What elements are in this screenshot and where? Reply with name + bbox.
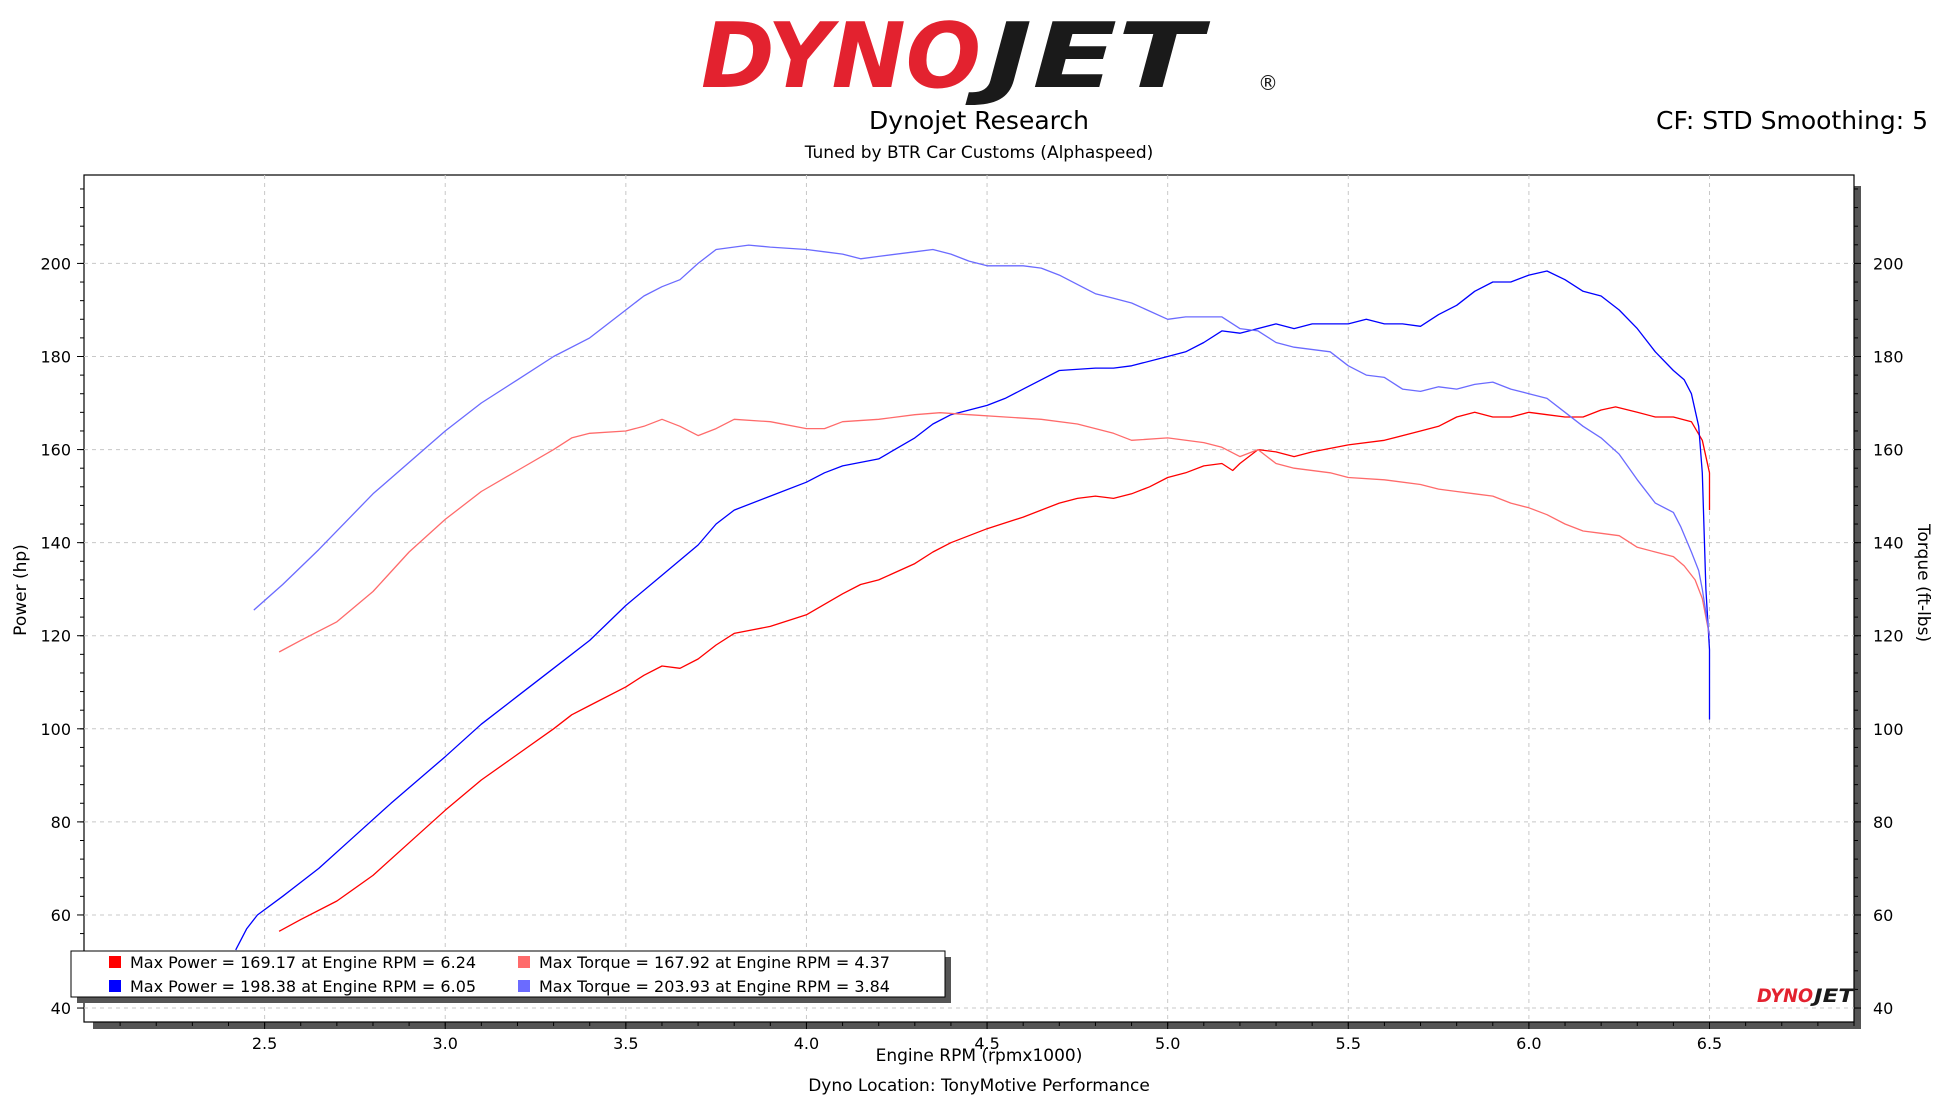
- y-left-tick-label: 60: [51, 906, 71, 925]
- x-tick-label: 5.0: [1155, 1034, 1180, 1053]
- grid: [84, 175, 1854, 1022]
- watermark-logo: DYNO JET: [1757, 985, 1856, 1007]
- frame-shadow-bottom: [93, 1021, 1861, 1029]
- x-tick-label: 4.0: [794, 1034, 819, 1053]
- correction-settings: CF: STD Smoothing: 5: [1656, 106, 1928, 135]
- series-lines: [235, 244, 1711, 951]
- axis-ticks: 2.5 3.0 3.5 4.0 4.5 5.0 5.5 6.0 6.5 40 40 60 60 80 80 1…: [40, 188, 1904, 1053]
- chart-title: Dynojet Research: [869, 106, 1089, 135]
- frame-shadow-right: [1853, 186, 1861, 1029]
- series-blue-torque: [253, 244, 1711, 636]
- y-axis-right-label: Torque (ft-lbs): [1913, 523, 1933, 642]
- legend-swatch-blue: [109, 980, 121, 992]
- y-left-tick-label: 120: [40, 627, 71, 646]
- x-tick-label: 2.5: [252, 1034, 277, 1053]
- chart-subtitle: Tuned by BTR Car Customs (Alphaspeed): [804, 143, 1154, 163]
- series-red-torque: [278, 412, 1711, 653]
- x-tick-label: 5.5: [1336, 1034, 1361, 1053]
- y-right-tick-label: 80: [1873, 813, 1893, 832]
- y-left-tick-label: 160: [40, 441, 71, 460]
- y-right-tick-label: 200: [1873, 254, 1904, 273]
- x-tick-label: 4.5: [974, 1034, 999, 1053]
- y-left-tick-label: 100: [40, 720, 71, 739]
- series-red-power: [278, 406, 1711, 932]
- legend-entry-blue-torque: Max Torque = 203.93 at Engine RPM = 3.84: [539, 977, 890, 996]
- logo-part-dyno: DYNO: [701, 4, 981, 109]
- y-right-tick-label: 180: [1873, 348, 1904, 367]
- registered-mark: ®: [1258, 71, 1278, 95]
- plot-area: [83, 174, 1855, 1023]
- y-right-tick-label: 120: [1873, 627, 1904, 646]
- y-left-tick-label: 80: [51, 813, 71, 832]
- legend-swatch-light-red: [518, 956, 530, 968]
- x-tick-label: 6.0: [1516, 1034, 1541, 1053]
- dynojet-logo: DYNO JET ®: [701, 4, 1278, 109]
- series-blue-power: [235, 270, 1711, 951]
- legend-entry-red-torque: Max Torque = 167.92 at Engine RPM = 4.37: [539, 953, 890, 972]
- y-right-tick-label: 40: [1873, 999, 1893, 1018]
- legend-entry-red-power: Max Power = 169.17 at Engine RPM = 6.24: [130, 953, 476, 972]
- logo-part-jet: JET: [965, 4, 1211, 109]
- y-left-tick-label: 40: [51, 999, 71, 1018]
- y-left-tick-label: 200: [40, 254, 71, 273]
- legend-swatch-light-blue: [518, 980, 530, 992]
- legend: Max Power = 169.17 at Engine RPM = 6.24 …: [70, 950, 951, 1003]
- legend-entry-blue-power: Max Power = 198.38 at Engine RPM = 6.05: [130, 977, 476, 996]
- x-tick-label: 6.5: [1697, 1034, 1722, 1053]
- watermark-part-jet: JET: [1809, 985, 1856, 1007]
- legend-swatch-red: [109, 956, 121, 968]
- x-tick-label: 3.5: [613, 1034, 638, 1053]
- y-right-tick-label: 100: [1873, 720, 1904, 739]
- y-left-tick-label: 180: [40, 348, 71, 367]
- y-left-tick-label: 140: [40, 534, 71, 553]
- x-axis-label: Engine RPM (rpmx1000): [876, 1046, 1083, 1066]
- watermark-part-dyno: DYNO: [1757, 985, 1813, 1007]
- y-right-tick-label: 160: [1873, 441, 1904, 460]
- y-right-tick-label: 60: [1873, 906, 1893, 925]
- legend-box: [70, 950, 946, 998]
- y-right-tick-label: 140: [1873, 534, 1904, 553]
- y-axis-left-label: Power (hp): [11, 544, 31, 636]
- x-tick-label: 3.0: [432, 1034, 457, 1053]
- dyno-location: Dyno Location: TonyMotive Performance: [808, 1076, 1150, 1095]
